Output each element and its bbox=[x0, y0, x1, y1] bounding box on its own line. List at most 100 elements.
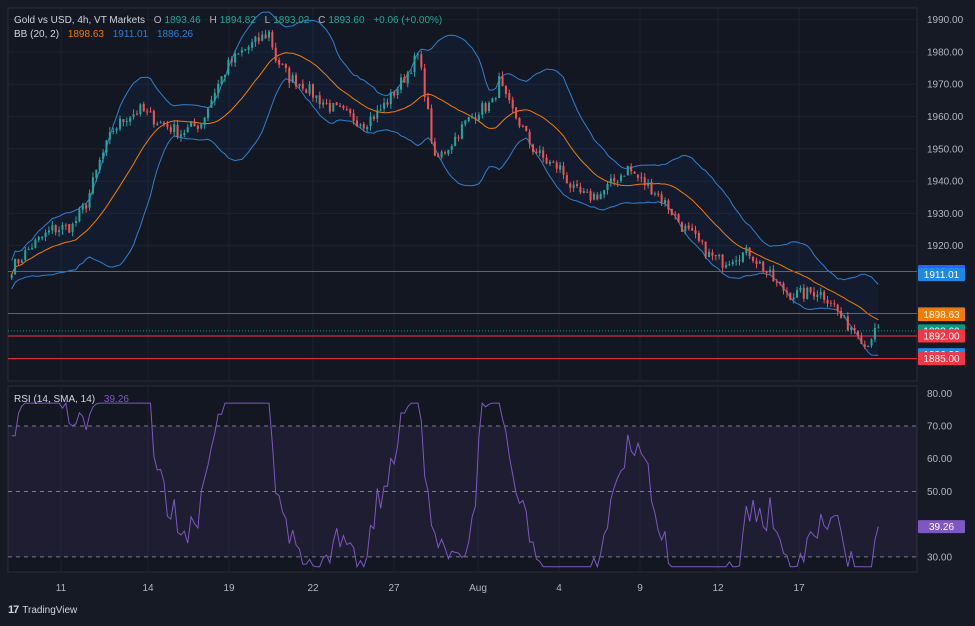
candle-body bbox=[433, 141, 436, 156]
candle-body bbox=[782, 283, 785, 291]
bb-basis-value: 1898.63 bbox=[67, 29, 104, 40]
price-tick-label: 1940.00 bbox=[927, 177, 964, 188]
price-label-box bbox=[918, 352, 965, 366]
candle-body bbox=[220, 76, 223, 85]
candle-body bbox=[95, 169, 98, 179]
candle-body bbox=[190, 122, 193, 127]
price-label-box bbox=[918, 268, 965, 282]
price-axis[interactable]: 1920.00 1930.00 1940.00 1950.00 1960.00 1970.… bbox=[927, 15, 964, 252]
candle-body bbox=[745, 247, 748, 253]
candle-body bbox=[491, 98, 494, 103]
rsi-legend-value: 39.26 bbox=[103, 394, 129, 405]
candle-body bbox=[51, 225, 54, 231]
candle-body bbox=[399, 77, 403, 90]
candle-body bbox=[650, 181, 653, 195]
candle-body bbox=[88, 193, 91, 208]
candle-body bbox=[670, 208, 673, 216]
rsi-tick-label: 50.00 bbox=[927, 487, 952, 498]
candle-body bbox=[423, 68, 426, 97]
candle-body bbox=[471, 116, 474, 118]
candle-body bbox=[210, 99, 213, 108]
candle-body bbox=[213, 92, 216, 101]
candle-body bbox=[758, 261, 761, 264]
candle-body bbox=[30, 247, 34, 249]
rsi-tick-label: 80.00 bbox=[927, 389, 952, 400]
candle-body bbox=[589, 191, 592, 201]
high-label: H bbox=[209, 15, 217, 26]
candle-body bbox=[586, 191, 589, 193]
candle-body bbox=[548, 161, 551, 164]
candle-body bbox=[443, 152, 447, 154]
candle-body bbox=[335, 102, 338, 106]
candle-body bbox=[724, 264, 727, 268]
candle-body bbox=[207, 108, 210, 119]
candle-body bbox=[311, 84, 314, 98]
price-tick-label: 1950.00 bbox=[927, 144, 964, 155]
open-value: 1893.46 bbox=[164, 15, 201, 26]
candle-body bbox=[366, 126, 369, 130]
candle-body bbox=[230, 58, 233, 63]
price-tick-label: 1980.00 bbox=[927, 47, 964, 58]
candle-body bbox=[748, 247, 751, 257]
candle-body bbox=[741, 252, 744, 262]
candle-body bbox=[806, 287, 809, 300]
bb-label: BB (20, 2) bbox=[14, 29, 60, 40]
price-label-box bbox=[918, 329, 965, 343]
candle-body bbox=[525, 125, 528, 131]
candle-body bbox=[396, 89, 399, 96]
price-label-text: 1898.63 bbox=[923, 310, 960, 321]
price-tick-label: 1990.00 bbox=[927, 15, 964, 26]
candle-body bbox=[135, 113, 138, 115]
candle-body bbox=[308, 84, 311, 94]
candle-body bbox=[504, 85, 507, 95]
time-axis[interactable]: 11 14 19 22 27 Aug 4 9 12 17 bbox=[56, 583, 805, 594]
candle-body bbox=[149, 111, 152, 113]
candle-body bbox=[691, 227, 694, 231]
candle-body bbox=[789, 292, 792, 300]
price-label-text: 1885.00 bbox=[923, 354, 960, 365]
bb-lower-line bbox=[11, 77, 879, 356]
candle-body bbox=[677, 214, 680, 223]
candle-body bbox=[785, 290, 788, 293]
candle-body bbox=[775, 281, 778, 283]
candle-body bbox=[274, 47, 277, 61]
candle-body bbox=[237, 53, 240, 55]
candle-body bbox=[339, 105, 342, 107]
rsi-tick-label: 30.00 bbox=[927, 552, 952, 563]
price-label-text: 1892.00 bbox=[923, 332, 960, 343]
time-tick-label: 19 bbox=[223, 583, 235, 594]
candle-body bbox=[562, 166, 565, 175]
candle-body bbox=[261, 34, 264, 41]
candle-body bbox=[169, 127, 172, 132]
candle-body bbox=[532, 144, 535, 153]
candle-body bbox=[708, 251, 711, 258]
candle-body bbox=[98, 159, 101, 171]
candle-body bbox=[599, 194, 602, 199]
time-tick-label: 12 bbox=[712, 583, 724, 594]
candle-body bbox=[247, 47, 250, 50]
candle-body bbox=[315, 95, 318, 99]
candle-body bbox=[352, 113, 355, 122]
price-pane bbox=[7, 7, 918, 382]
rsi-line bbox=[11, 401, 879, 569]
candle-body bbox=[430, 108, 433, 143]
price-labels: 1912.001911.011899.001898.631893.601892.… bbox=[918, 264, 965, 366]
candle-body bbox=[68, 224, 71, 233]
candle-body bbox=[416, 53, 419, 55]
candle-body bbox=[186, 127, 189, 133]
candle-body bbox=[437, 154, 440, 158]
candle-body bbox=[653, 193, 656, 195]
bb-lower-value: 1886.26 bbox=[156, 29, 194, 40]
candle-body bbox=[667, 200, 670, 210]
rsi-tick-label: 60.00 bbox=[927, 454, 952, 465]
candle-body bbox=[369, 116, 372, 127]
candle-body bbox=[833, 303, 836, 305]
candle-body bbox=[643, 177, 646, 186]
candle-body bbox=[332, 103, 335, 112]
candle-body bbox=[816, 294, 819, 297]
candle-body bbox=[609, 178, 612, 184]
tradingview-brand[interactable]: 17 TradingView bbox=[8, 604, 77, 616]
candle-body bbox=[24, 250, 27, 260]
